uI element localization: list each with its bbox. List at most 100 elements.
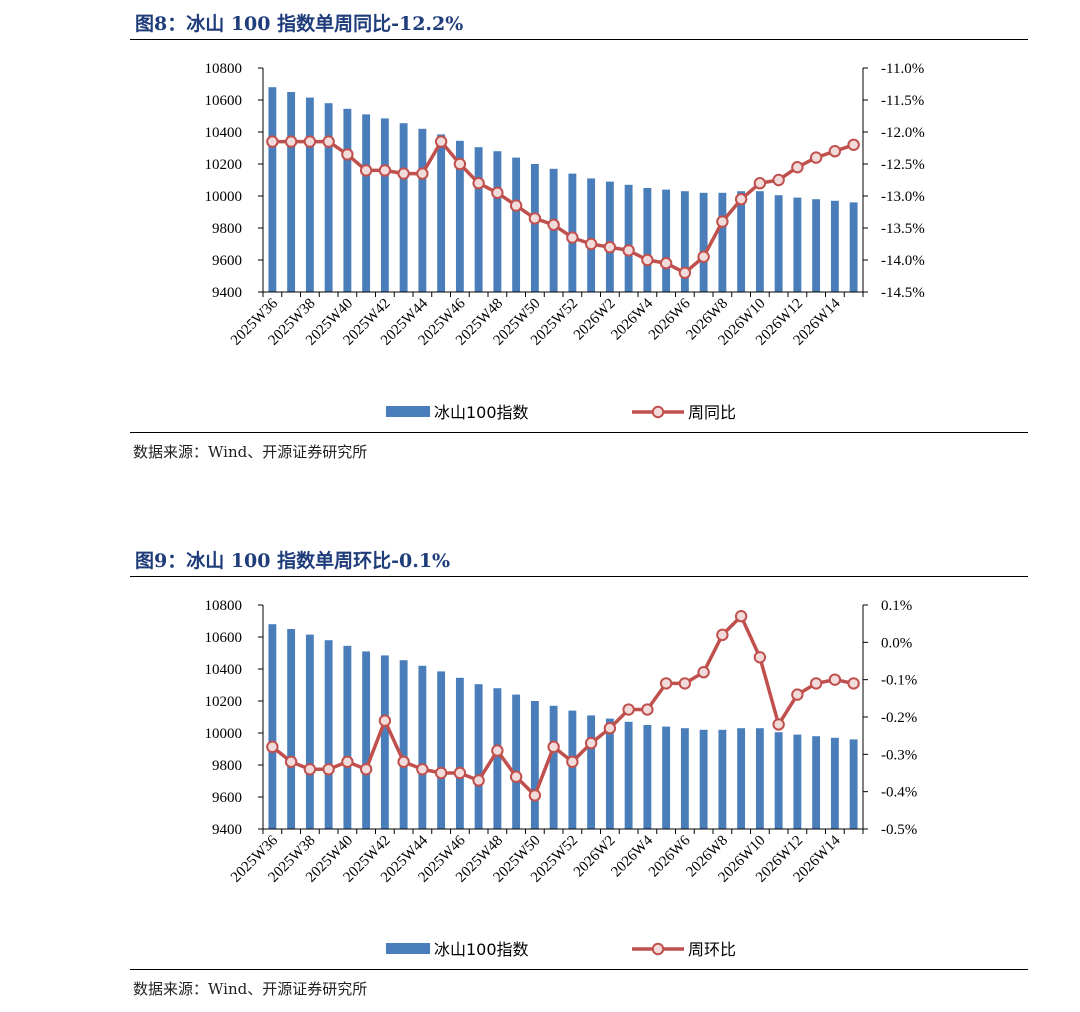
index-bar <box>343 645 352 829</box>
change-point <box>791 161 804 174</box>
change-point <box>734 610 748 623</box>
index-bar <box>812 199 821 292</box>
change-point <box>847 138 860 152</box>
left-axis-tick-label: 10600 <box>205 93 243 109</box>
index-bar <box>455 677 464 829</box>
change-point <box>772 718 785 731</box>
change-point <box>397 167 410 180</box>
change-point <box>378 164 392 177</box>
change-point <box>716 215 729 228</box>
change-point <box>566 755 579 769</box>
index-bar <box>587 715 596 829</box>
change-point <box>603 722 617 735</box>
right-axis-tick-label: 0.0% <box>881 635 912 651</box>
left-axis-tick-label: 10800 <box>205 61 243 77</box>
change-point <box>734 193 748 206</box>
index-bar <box>680 191 689 292</box>
index-bar <box>305 97 314 292</box>
change-line <box>271 614 854 798</box>
change-point <box>416 763 429 776</box>
change-point <box>547 218 560 232</box>
change-point <box>378 714 392 727</box>
index-bar <box>737 728 746 829</box>
change-point <box>791 688 804 701</box>
index-bar <box>493 688 502 829</box>
change-point <box>453 766 467 780</box>
index-bar <box>755 191 764 292</box>
index-bar <box>680 728 689 829</box>
legend-bar-label: 冰山100指数 <box>434 403 529 422</box>
right-axis-tick-label: -14.5% <box>881 285 925 301</box>
right-axis-tick-label: -11.5% <box>881 93 924 109</box>
left-axis-tick-label: 10200 <box>205 157 243 173</box>
change-point <box>266 740 279 754</box>
index-bar <box>324 640 333 829</box>
figure8-bottom-rule <box>130 432 1028 433</box>
left-axis-tick-label: 9400 <box>212 285 242 301</box>
index-bar <box>774 732 783 829</box>
index-bar <box>418 665 427 829</box>
change-point <box>847 677 860 690</box>
right-axis-tick-label: -12.0% <box>881 125 925 141</box>
change-point <box>753 177 767 190</box>
index-bar <box>605 718 614 829</box>
index-bar <box>305 634 314 829</box>
legend-bar-label: 冰山100指数 <box>434 940 529 959</box>
index-bar <box>455 140 464 292</box>
index-bar <box>493 151 502 292</box>
change-point <box>434 766 448 780</box>
change-point <box>622 703 635 716</box>
change-point <box>828 145 842 158</box>
index-bar <box>512 694 521 829</box>
figure9-top-rule <box>130 576 1028 577</box>
legend-line-marker <box>651 942 665 956</box>
index-bar <box>437 134 446 292</box>
figure9-chart: 10800 10600 10400 10200 10000 9800 9600 9400 0.1… <box>205 598 918 959</box>
right-axis-tick-label: -0.3% <box>881 747 917 763</box>
left-axis-tick-label: 10000 <box>205 189 243 205</box>
figure9-bottom-rule <box>130 969 1028 970</box>
right-axis-tick-label: -0.2% <box>881 710 917 726</box>
right-axis-tick-label: -14.0% <box>881 253 925 269</box>
index-bar <box>774 195 783 292</box>
change-point <box>528 789 542 802</box>
index-bar <box>849 739 858 829</box>
index-bar <box>512 157 521 292</box>
change-point <box>659 677 673 690</box>
index-bar <box>530 701 539 829</box>
index-bar <box>793 734 802 829</box>
index-bar <box>812 736 821 829</box>
index-bar <box>380 118 389 293</box>
figure9-source: 数据来源：Wind、开源证券研究所 <box>133 980 368 998</box>
left-axis-tick-label: 9800 <box>212 758 242 774</box>
change-point <box>828 673 842 686</box>
index-bar <box>849 202 858 292</box>
index-bar <box>530 164 539 292</box>
index-bar <box>587 178 596 292</box>
change-point <box>566 231 579 244</box>
legend-bar-swatch <box>386 406 430 417</box>
index-bar <box>624 184 633 292</box>
change-point <box>453 157 467 171</box>
figure8-chart: 10800 10600 10400 10200 10000 9800 9600 9400 -11… <box>205 61 925 422</box>
figure8-source: 数据来源：Wind、开源证券研究所 <box>133 443 368 461</box>
index-bar <box>287 629 296 829</box>
index-bar <box>287 92 296 292</box>
change-point <box>472 774 485 787</box>
change-point <box>284 755 298 769</box>
change-point <box>622 244 635 257</box>
change-point <box>303 135 317 148</box>
change-point <box>678 677 692 690</box>
right-axis-tick-label: 0.1% <box>881 598 912 614</box>
change-point <box>697 666 710 679</box>
index-bar <box>324 103 333 292</box>
index-bar <box>474 684 483 829</box>
index-bar <box>418 128 427 292</box>
index-bar <box>474 147 483 292</box>
right-axis-tick-label: -0.4% <box>881 785 917 801</box>
left-axis-tick-label: 10000 <box>205 726 243 742</box>
change-point <box>322 135 335 148</box>
index-bar <box>643 188 652 292</box>
left-axis-tick-label: 9600 <box>212 790 242 806</box>
change-point <box>266 135 279 148</box>
